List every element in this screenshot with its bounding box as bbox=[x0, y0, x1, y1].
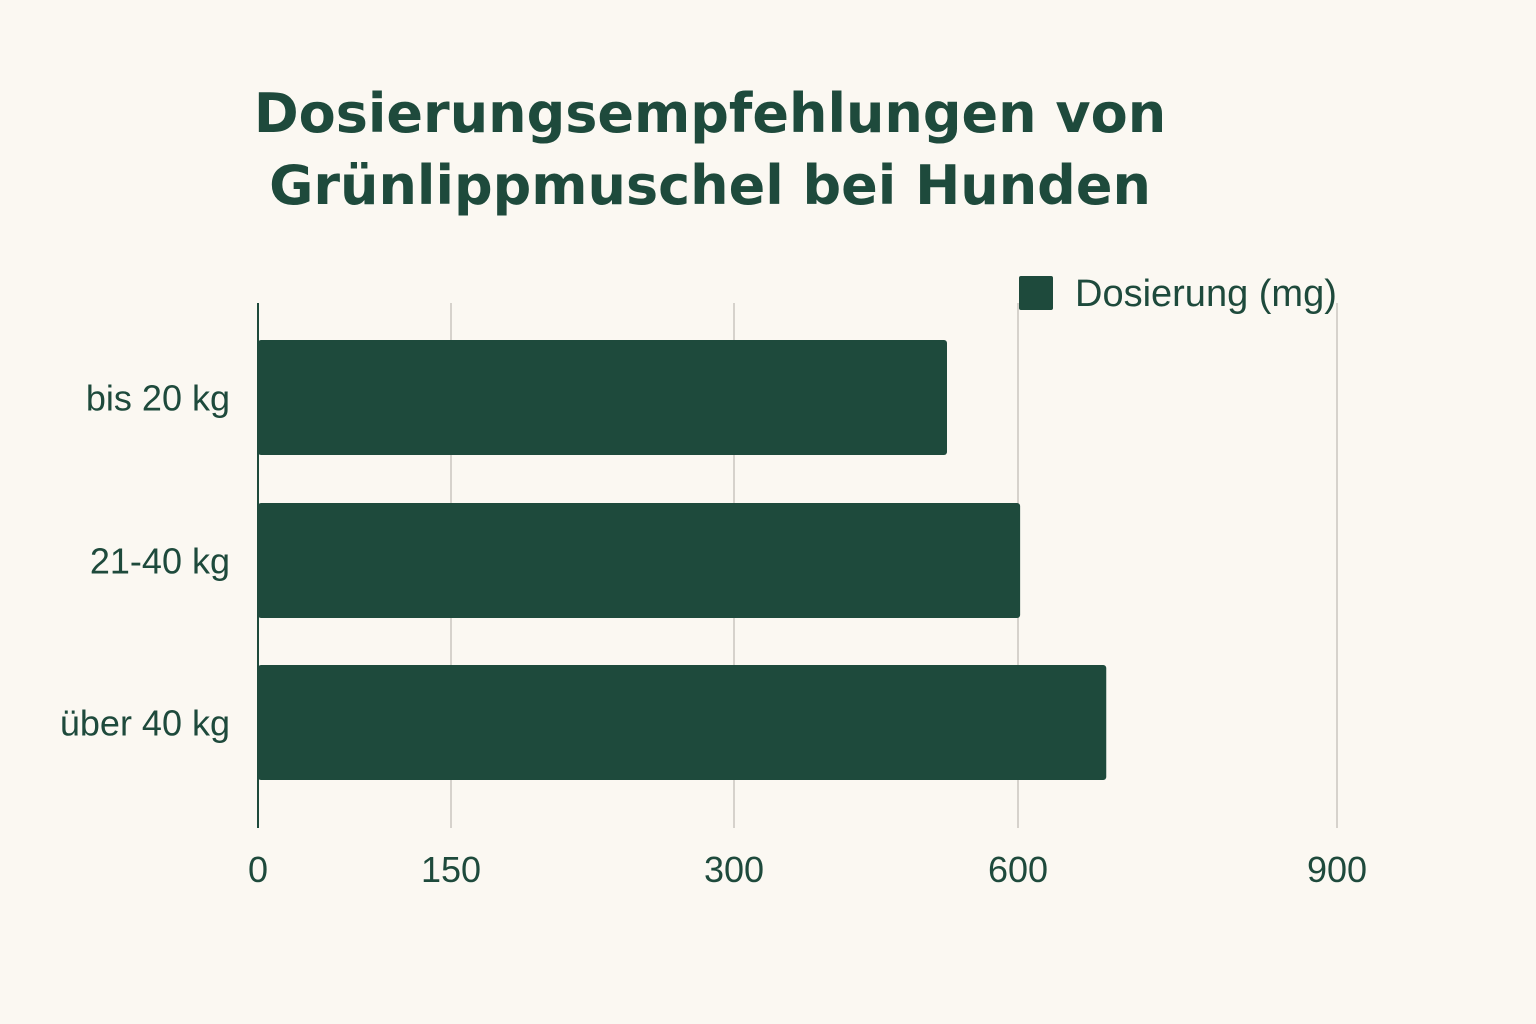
category-label-2: 21-40 kg bbox=[90, 541, 230, 582]
category-label-1: bis 20 kg bbox=[86, 378, 230, 419]
x-tick-label-900: 900 bbox=[1307, 849, 1367, 890]
legend-label-dosierung: Dosierung (mg) bbox=[1075, 273, 1337, 315]
chart-title-line-2: Grünlippmuschel bei Hunden bbox=[269, 154, 1151, 217]
chart-title: Dosierungsempfehlungen von Grünlippmusch… bbox=[0, 78, 1420, 222]
legend-swatch bbox=[1019, 276, 1053, 310]
bar-1 bbox=[258, 340, 947, 455]
x-tick-label-0: 0 bbox=[248, 849, 268, 890]
x-tick-label-300: 300 bbox=[704, 849, 764, 890]
x-tick-labels: 0 150 300 600 900 bbox=[248, 849, 1367, 890]
bar-2 bbox=[258, 503, 1021, 618]
category-label-3: über 40 kg bbox=[60, 703, 230, 744]
x-tick-label-600: 600 bbox=[988, 849, 1048, 890]
category-labels: bis 20 kg 21-40 kg über 40 kg bbox=[60, 378, 230, 744]
bars bbox=[258, 340, 1107, 780]
chart-title-line-1: Dosierungsempfehlungen von bbox=[253, 82, 1167, 145]
legend: Dosierung (mg) bbox=[1019, 273, 1337, 315]
bar-3 bbox=[258, 665, 1107, 780]
x-tick-label-150: 150 bbox=[421, 849, 481, 890]
